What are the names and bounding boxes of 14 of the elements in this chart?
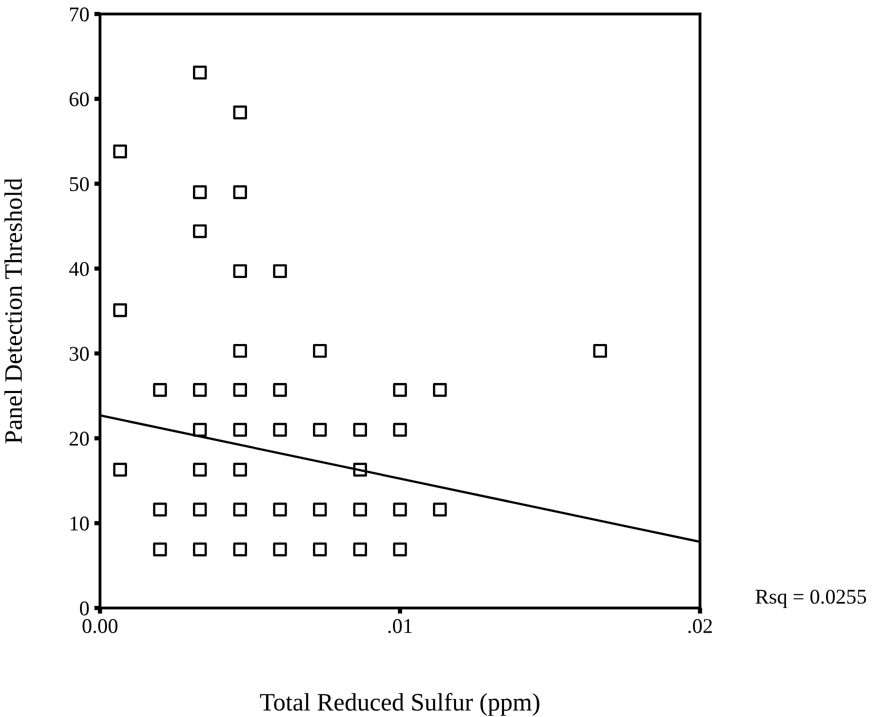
x-tick-label: .01 <box>388 619 412 634</box>
y-tick-label: 10 <box>70 516 89 531</box>
y-tick-label: 70 <box>70 7 89 22</box>
y-tick-label: 0 <box>80 601 89 616</box>
y-tick-label: 50 <box>70 177 89 192</box>
y-tick-label: 40 <box>69 262 89 276</box>
x-tick-label: 0.00 <box>82 619 118 634</box>
y-tick-label: 20 <box>70 432 89 446</box>
y-tick-label: 60 <box>70 92 89 106</box>
y-tick-label: 30 <box>70 346 89 361</box>
text: Rsq = 0.0255 <box>756 590 866 608</box>
x-axis-title: Total Reduced Sulfur (ppm) <box>260 692 540 716</box>
x-tick-label: .02 <box>688 619 712 634</box>
y-axis-title: Panel Detection Threshold <box>4 178 22 444</box>
